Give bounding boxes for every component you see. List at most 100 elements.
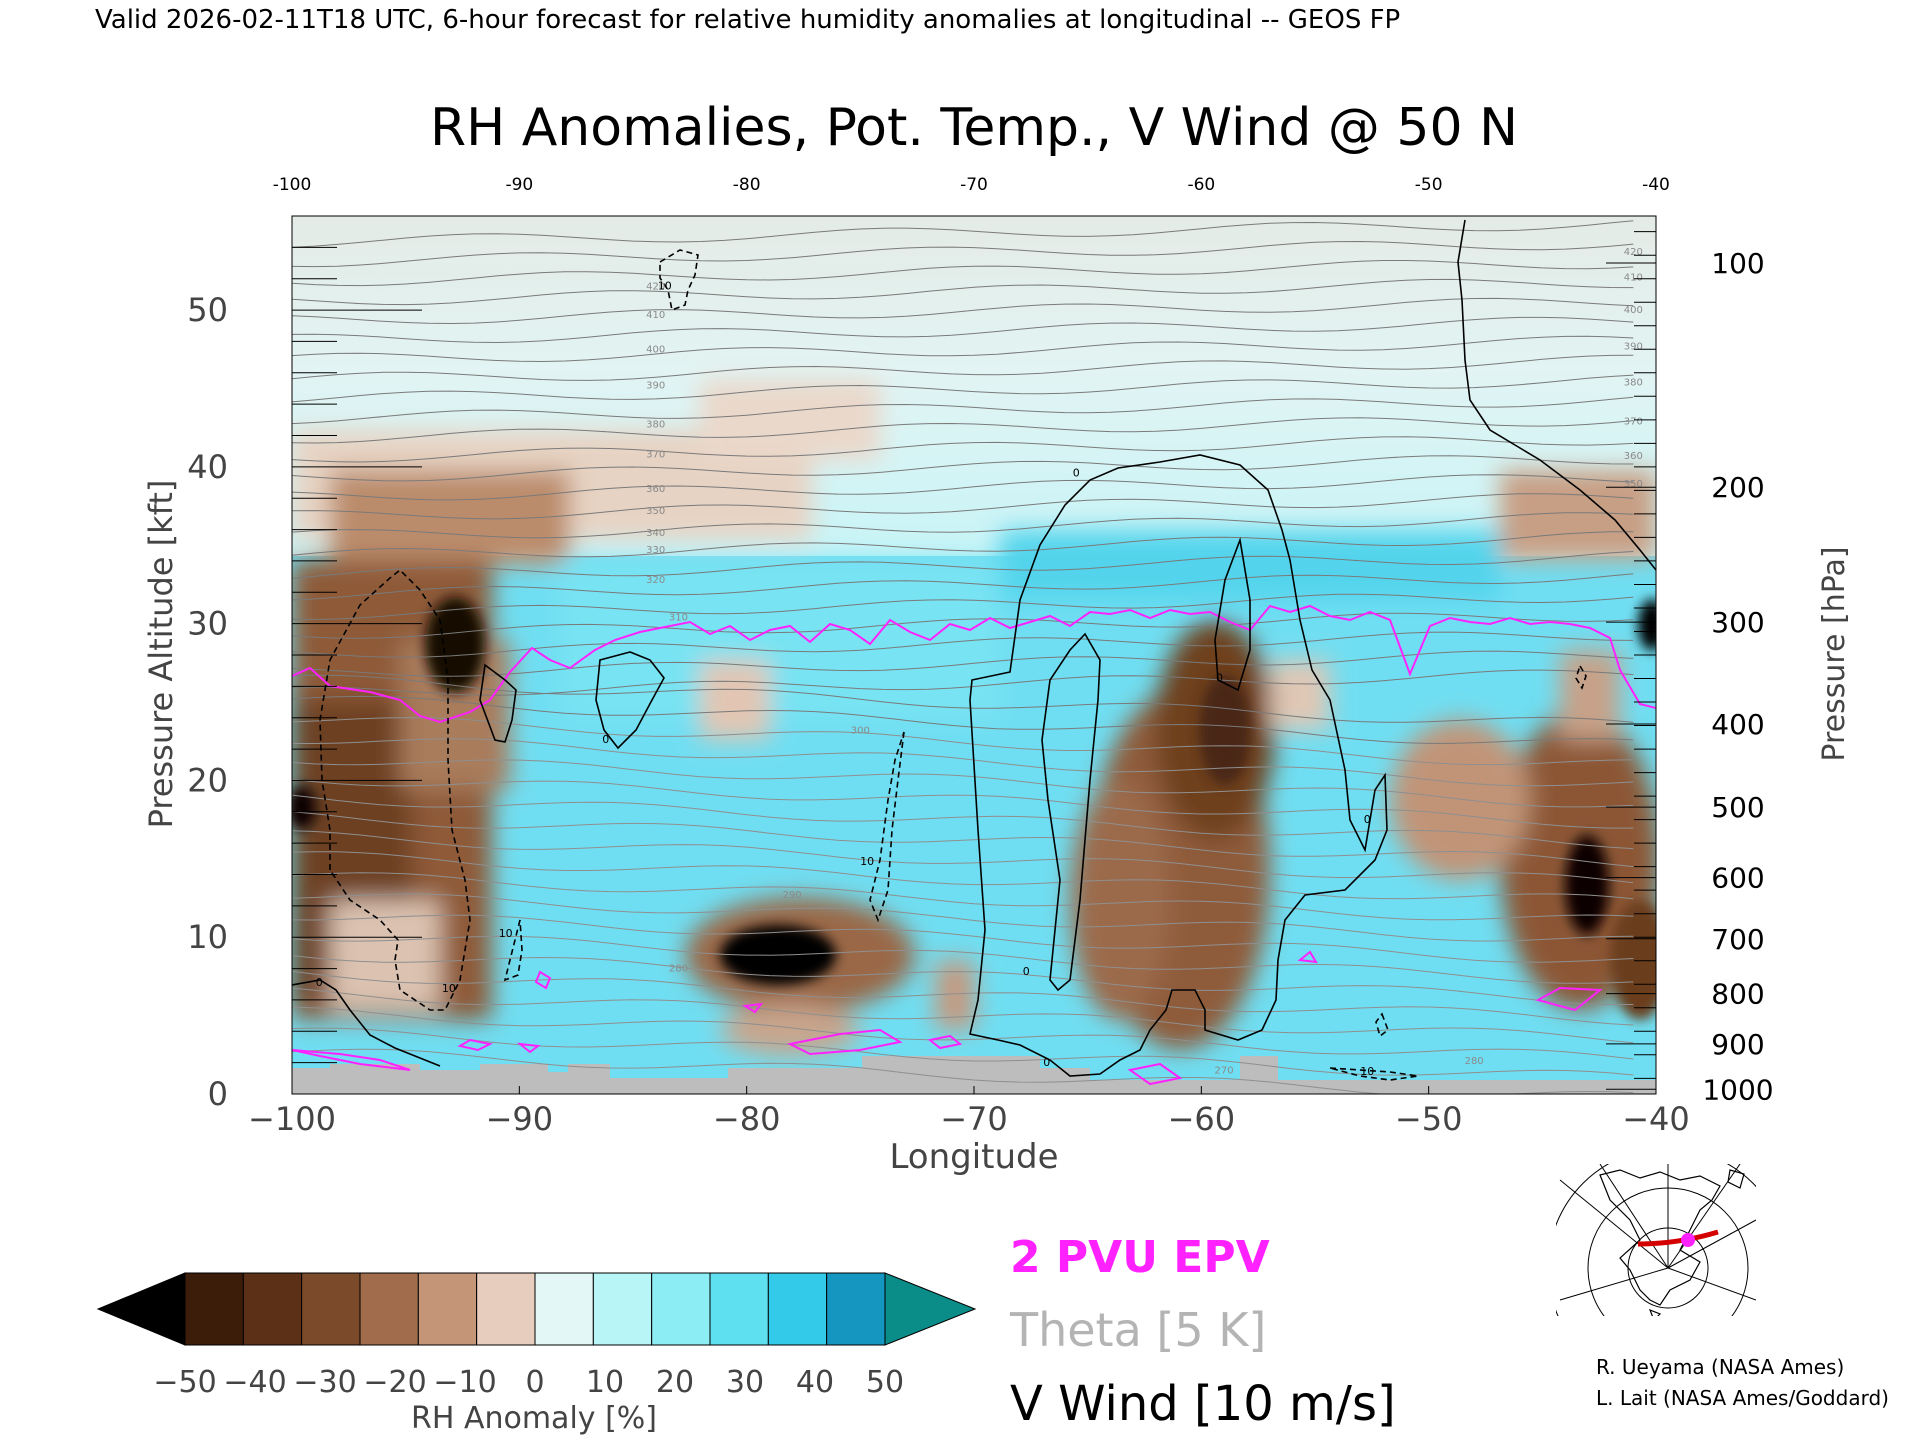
theta-label: 400 — [646, 344, 665, 355]
theta-contour — [292, 893, 1634, 942]
theta-contour — [292, 695, 1634, 744]
theta-contour — [292, 220, 1634, 248]
theta-label: 390 — [1624, 341, 1643, 352]
credit-line-2: L. Lait (NASA Ames/Goddard) — [1596, 1386, 1889, 1410]
pressure-tick-label: 300 — [1711, 606, 1764, 639]
theta-contour — [292, 811, 1634, 868]
pressure-tick-label: 700 — [1711, 923, 1764, 956]
pressure-tick-label: 200 — [1711, 471, 1764, 504]
theta-label: 350 — [1624, 479, 1643, 490]
vwind-contour — [319, 568, 471, 1011]
theta-label: 360 — [1624, 451, 1643, 462]
theta-contour — [292, 573, 1634, 601]
theta-label: 280 — [669, 964, 688, 975]
colorbar-tick-label: 0 — [525, 1365, 544, 1400]
pv-contours — [292, 604, 1656, 1086]
theta-contour — [292, 240, 1634, 268]
vwind-label: 0 — [1073, 466, 1080, 479]
vwind-label: 10 — [1360, 1065, 1374, 1078]
vwind-label: 10 — [442, 982, 456, 995]
theta-contours — [292, 220, 1634, 1094]
theta-label: 270 — [1215, 1066, 1234, 1077]
rh-anomaly-field — [292, 216, 1656, 1094]
theta-label: 380 — [646, 420, 665, 431]
colorbar-tick-label: 20 — [656, 1365, 694, 1400]
pressure-tick-label: 800 — [1711, 978, 1764, 1011]
theta-contour — [292, 778, 1634, 829]
theta-label: 370 — [646, 449, 665, 460]
header-caption: Valid 2026-02-11T18 UTC, 6-hour forecast… — [95, 5, 1400, 35]
pv-contour — [292, 950, 1603, 1086]
pressure-tick-label: 1000 — [1702, 1073, 1773, 1106]
colorbar-bin — [651, 1272, 711, 1346]
theta-contour — [292, 396, 1634, 425]
theta-label: 420 — [646, 282, 665, 293]
theta-contour — [292, 493, 1634, 520]
theta-label: 420 — [1624, 247, 1643, 258]
x-tick-label: −60 — [1168, 1100, 1236, 1138]
x-top-tick-label: -90 — [505, 175, 533, 195]
theta-contour — [292, 417, 1634, 444]
vwind-contour — [969, 454, 1388, 1077]
theta-contour — [292, 830, 1634, 884]
theta-contour — [292, 970, 1634, 1026]
theta-label: 410 — [1624, 272, 1643, 283]
colorbar-label: RH Anomaly [%] — [411, 1401, 657, 1436]
theta-label: 310 — [669, 613, 688, 624]
theta-label: 300 — [851, 725, 870, 736]
theta-labels: 420 410 400 390 380 370 360 350 340 330 320 310 300 2… — [646, 247, 1643, 1076]
theta-contour — [292, 335, 1634, 363]
y-axis-left: 0 10 20 30 40 50 — [187, 246, 422, 1113]
theta-label: 350 — [646, 506, 665, 517]
theta-contour — [292, 872, 1634, 921]
colorbar-tick-label: −20 — [363, 1365, 426, 1400]
colorbar-bin — [826, 1272, 886, 1346]
theta-contour — [292, 260, 1634, 287]
pressure-tick-label: 500 — [1711, 791, 1764, 824]
x-tick-label: −100 — [248, 1100, 336, 1138]
vwind-label: 0 — [316, 976, 323, 989]
theta-contour — [292, 1006, 1634, 1060]
legend-item: 2 PVU EPV — [1010, 1232, 1270, 1283]
y-tick-label: 50 — [187, 291, 228, 329]
theta-label: 390 — [646, 380, 665, 391]
theta-contour — [292, 297, 1634, 325]
theta-label: 340 — [646, 528, 665, 539]
vwind-label: 0 — [1043, 1056, 1050, 1069]
vwind-contour — [292, 979, 441, 1067]
colorbar-bin — [534, 1272, 594, 1346]
theta-contour — [292, 794, 1634, 850]
pressure-tick-label: 600 — [1711, 862, 1764, 895]
x-tick-label: −40 — [1622, 1100, 1690, 1138]
colorbar-tick-label: 50 — [866, 1365, 904, 1400]
x-top-tick-label: -100 — [273, 175, 312, 195]
y-axis-label-left: Pressure Altitude [kft] — [142, 480, 180, 829]
vwind-contour — [503, 919, 523, 982]
pv-contour — [292, 604, 1656, 724]
colorbar-tick-label: −50 — [153, 1365, 216, 1400]
colorbar-bin — [359, 1272, 419, 1346]
colorbar-bin — [242, 1272, 303, 1346]
pressure-tick-label: 100 — [1711, 247, 1764, 280]
vwind-contour — [1041, 632, 1101, 992]
theta-contour — [292, 455, 1634, 482]
colorbar-bin — [767, 1272, 828, 1346]
theta-contour — [292, 914, 1634, 963]
credit-line-1: R. Ueyama (NASA Ames) — [1596, 1355, 1844, 1379]
vwind-labels: 0 0 0 0 0 0 0 10 10 10 10 10 — [316, 280, 1375, 1078]
x-axis: −100 −90 −80 −70 −60 −50 −40 — [248, 1086, 1690, 1138]
colorbar-bin — [417, 1272, 478, 1346]
theta-contour — [292, 650, 1634, 677]
vwind-label: 0 — [1023, 965, 1030, 978]
vwind-contour — [479, 663, 517, 743]
theta-contour — [292, 436, 1634, 463]
theta-contour — [292, 612, 1634, 639]
theta-label: 370 — [1624, 417, 1643, 428]
vwind-contour — [1457, 219, 1656, 571]
theta-contour — [292, 316, 1634, 344]
y-tick-label: 10 — [187, 918, 228, 956]
theta-contour — [292, 935, 1634, 984]
colorbar-bin — [592, 1272, 653, 1346]
x-top-tick-label: -80 — [733, 175, 761, 195]
